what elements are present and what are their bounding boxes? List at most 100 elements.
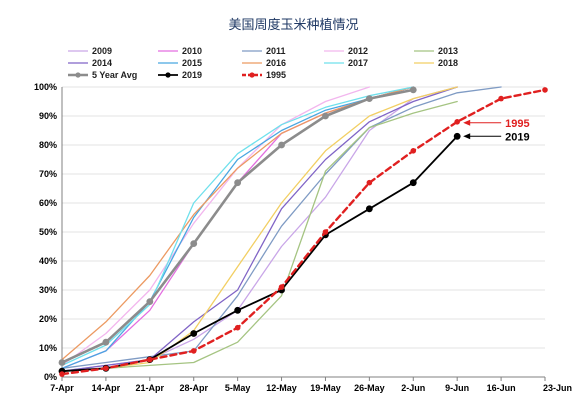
y-tick-label: 0%: [44, 372, 57, 382]
x-tick-label: 23-Jun: [543, 383, 572, 393]
series-2011: [61, 86, 502, 369]
annotation-arrow-head: [463, 133, 471, 140]
data-point-2019: [190, 330, 198, 337]
legend-item-2009: 2009: [68, 46, 112, 56]
legend-label: 5 Year Avg: [92, 70, 137, 80]
legend-label: 2012: [348, 46, 368, 56]
y-tick-label: 20%: [39, 314, 57, 324]
y-tick-label: 50%: [39, 227, 57, 237]
data-point-1995: [103, 365, 109, 372]
series-line-2018: [61, 86, 458, 372]
x-tick-label: 5-May: [225, 383, 251, 393]
chart-grid: [62, 86, 545, 378]
legend-item-2019: 2019: [158, 70, 202, 80]
legend-label: 2011: [266, 46, 286, 56]
data-point-1995: [454, 119, 460, 125]
data-point-5-year-avg: [409, 86, 417, 94]
x-tick-label: 16-Jun: [487, 383, 516, 393]
data-point-1995: [234, 324, 241, 331]
annotation-arrow-head: [463, 119, 471, 126]
x-tick-label: 2-Jun: [401, 383, 425, 393]
x-tick-label: 12-May: [266, 383, 297, 393]
y-tick-label: 70%: [39, 169, 57, 179]
legend-label: 1995: [266, 70, 286, 80]
legend-label: 2016: [266, 58, 286, 68]
data-point-1995: [322, 229, 329, 235]
x-tick-label: 19-May: [310, 383, 341, 393]
legend-label: 2013: [438, 46, 458, 56]
legend-item-2012: 2012: [324, 46, 368, 56]
data-point-5-year-avg: [322, 112, 329, 120]
y-tick-label: 90%: [39, 111, 57, 121]
series-2018: [61, 86, 458, 372]
series-line-5-year-avg: [60, 88, 415, 364]
data-point-5-year-avg: [365, 95, 373, 102]
legend-label: 2019: [182, 70, 202, 80]
legend-item-2014: 2014: [68, 58, 112, 68]
series-line-2011: [61, 86, 502, 369]
data-point-1995: [542, 87, 548, 93]
x-tick-label: 14-Apr: [92, 383, 121, 393]
x-tick-label: 26-May: [354, 383, 385, 393]
series-2013: [61, 100, 458, 372]
annotation-2019: 2019: [463, 131, 530, 143]
series-line-2014: [61, 86, 458, 372]
data-point-5-year-avg: [190, 240, 198, 248]
data-point-2019: [453, 132, 461, 140]
series-1995: [59, 87, 548, 377]
legend-item-2011: 2011: [242, 46, 286, 56]
data-point-2019: [365, 205, 373, 213]
data-point-1995: [59, 371, 65, 377]
x-tick-label: 28-Apr: [179, 383, 208, 393]
chart-legend: 2009 2010 2011 2012 2013 2014 2015 2016 2017 2018…: [68, 46, 458, 80]
data-point-5-year-avg: [278, 141, 285, 149]
series-5-year-avg: [58, 86, 417, 366]
y-tick-label: 100%: [34, 82, 57, 92]
y-tick-label: 10%: [39, 343, 57, 353]
legend-marker: [165, 72, 171, 78]
y-tick-label: 80%: [39, 140, 57, 150]
y-tick-label: 30%: [39, 285, 57, 295]
legend-label: 2014: [92, 58, 112, 68]
legend-item-2013: 2013: [414, 46, 458, 56]
legend-item-2016: 2016: [242, 58, 286, 68]
data-point-1995: [190, 348, 197, 354]
data-point-1995: [410, 148, 417, 154]
series-line-1995: [60, 88, 547, 376]
y-tick-label: 40%: [39, 256, 57, 266]
series-2015: [61, 86, 414, 369]
data-point-1995: [366, 179, 373, 186]
series-line-2013: [61, 100, 458, 372]
series-2017: [61, 86, 414, 367]
legend-item-1995: 1995: [242, 70, 286, 80]
legend-item-2018: 2018: [414, 58, 458, 68]
y-tick-label: 60%: [39, 198, 57, 208]
legend-item-2015: 2015: [158, 58, 202, 68]
series-line-2012: [61, 86, 371, 367]
data-point-2019: [234, 306, 242, 314]
data-point-1995: [498, 95, 504, 102]
legend-item-2017: 2017: [324, 58, 368, 68]
series-layer: [58, 86, 548, 377]
data-point-1995: [147, 356, 153, 363]
annotation-label: 1995: [505, 118, 529, 130]
legend-label: 2010: [182, 46, 202, 56]
legend-item-2010: 2010: [158, 46, 202, 56]
series-line-2017: [61, 86, 414, 367]
x-tick-label: 9-Jun: [445, 383, 469, 393]
data-point-5-year-avg: [234, 179, 242, 187]
x-tick-label: 7-Apr: [50, 383, 74, 393]
legend-label: 2017: [348, 58, 368, 68]
legend-label: 2015: [182, 58, 202, 68]
data-point-1995: [278, 284, 285, 290]
data-point-5-year-avg: [102, 338, 110, 346]
annotation-label: 2019: [505, 131, 529, 143]
series-line-2015: [61, 86, 414, 369]
legend-item-5-year-avg: 5 Year Avg: [68, 70, 137, 80]
data-point-5-year-avg: [146, 298, 154, 305]
legend-marker: [249, 72, 255, 78]
series-2012: [61, 86, 371, 367]
legend-label: 2009: [92, 46, 112, 56]
